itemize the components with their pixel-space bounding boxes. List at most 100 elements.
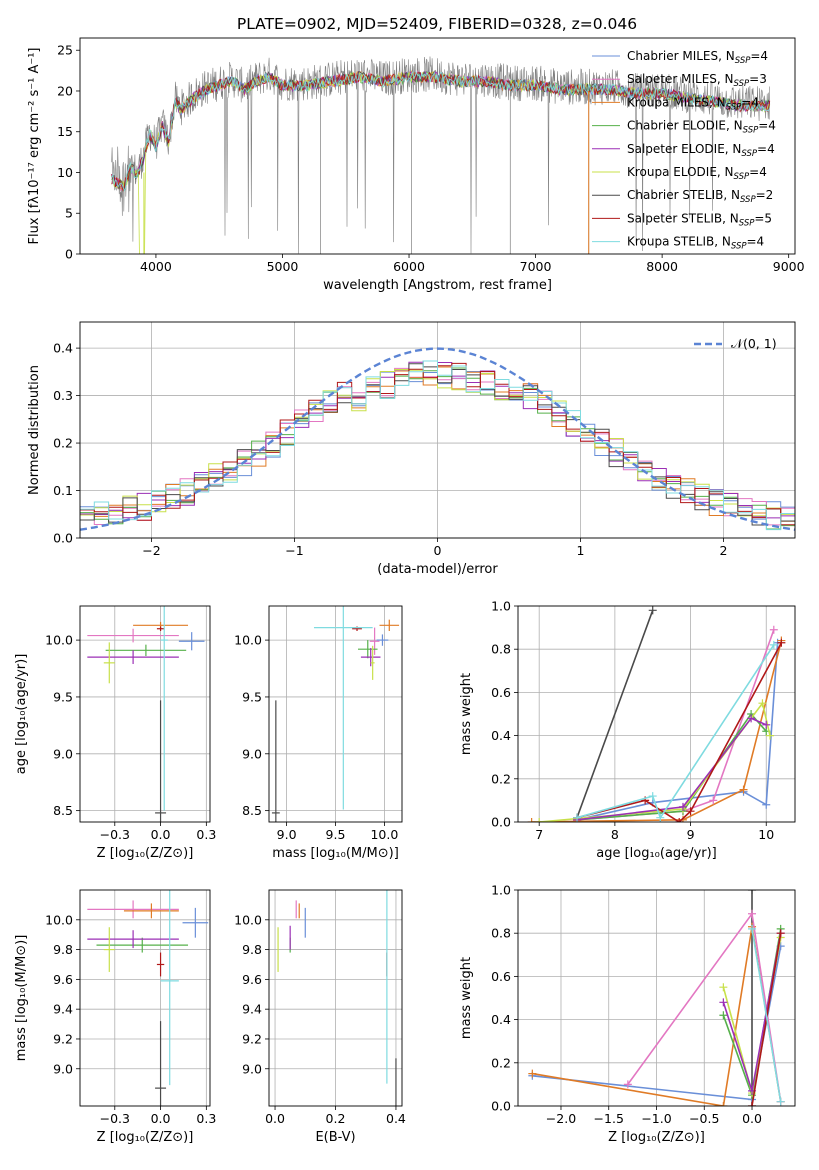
data-point <box>748 924 757 933</box>
axes-frame <box>268 889 403 1107</box>
x-tick-label: 0.0 <box>265 1111 285 1126</box>
x-axis-label: E(B-V) <box>315 1130 355 1145</box>
data-point <box>709 796 718 805</box>
legend-entry: Chabrier ELODIE, NSSP=4 <box>627 119 776 136</box>
y-tick-label: 10.0 <box>234 633 262 648</box>
y-tick-label: 9.0 <box>242 1061 262 1076</box>
x-axis-label: age [log₁₀(age/yr)] <box>596 846 717 861</box>
x-axis-label: (data-model)/error <box>377 562 498 577</box>
x-tick-label: 0.0 <box>151 827 171 842</box>
model-spectrum <box>111 71 771 192</box>
y-tick-label: 0.2 <box>491 771 511 786</box>
y-tick-label: 0.8 <box>491 642 511 657</box>
y-tick-label: 0.2 <box>53 436 73 451</box>
x-tick-label: 0.0 <box>742 1111 762 1126</box>
mass-vs-metallicity-panel: −0.3 0.0 0.3 9.0 9.2 9.4 9.6 9.8 10.0 Z [log₁₀(Z/… <box>14 889 216 1145</box>
data-point <box>719 1102 728 1106</box>
x-tick-label: 0 <box>434 543 442 558</box>
residuals-panel: −2 −1 0 1 2 0.0 0.1 0.2 0.3 0.4 (data-model)/error… <box>27 321 796 577</box>
x-tick-label: −0.3 <box>100 827 130 842</box>
x-tick-label: −2.0 <box>546 1111 576 1126</box>
x-tick-label: 0.2 <box>326 1111 346 1126</box>
y-tick-label: 0.4 <box>491 1012 511 1027</box>
legend-entry: Kroupa ELODIE, NSSP=4 <box>627 165 767 182</box>
data-point <box>748 1102 757 1106</box>
mass-weight-line <box>576 642 783 822</box>
y-tick-label: 10.0 <box>45 912 73 927</box>
residual-histogram <box>80 360 795 531</box>
data-point <box>656 813 665 822</box>
data-point <box>528 1069 537 1078</box>
x-tick-label: −0.3 <box>100 1111 130 1126</box>
mass-weight-vs-age-panel: 7 8 9 10 0.0 0.2 0.4 0.6 0.8 1.0 age [log₁₀(age/yr… <box>459 599 796 861</box>
data-point <box>748 909 757 918</box>
y-tick-label: 9.0 <box>53 1061 73 1076</box>
data-point <box>766 731 775 740</box>
data-point <box>776 1097 785 1106</box>
y-tick-label: 0.4 <box>53 341 73 356</box>
y-tick-label: 9.0 <box>53 746 73 761</box>
y-tick-label: 9.6 <box>53 972 73 987</box>
x-tick-label: −2 <box>142 543 160 558</box>
x-tick-label: 9.0 <box>277 827 297 842</box>
x-tick-label: −1 <box>285 543 303 558</box>
data-point <box>719 998 728 1007</box>
mass-weight-line <box>531 640 783 822</box>
data-point <box>776 929 785 938</box>
data-point <box>686 807 695 816</box>
x-tick-label: 10.0 <box>370 827 398 842</box>
y-tick-label: 0.8 <box>491 926 511 941</box>
axes-frame <box>517 889 796 1107</box>
spectrum-legend: Chabrier MILES, NSSP=4 Salpeter MILES, NS… <box>592 49 776 252</box>
data-point <box>748 890 757 894</box>
x-tick-label: 0.0 <box>151 1111 171 1126</box>
y-tick-label: 0.0 <box>53 531 73 546</box>
legend-entry: Chabrier MILES, NSSP=4 <box>627 49 768 66</box>
x-tick-label: 5000 <box>267 259 299 274</box>
y-axis-label: mass weight <box>459 957 474 1039</box>
spectrum-panel: 4000 5000 6000 7000 8000 9000 0 5 10 15 20 25 wavele… <box>27 37 805 293</box>
data-point <box>719 983 728 992</box>
y-tick-label: 0.1 <box>53 483 73 498</box>
y-tick-label: 9.2 <box>242 1031 262 1046</box>
data-point <box>527 818 536 822</box>
data-point <box>675 818 684 822</box>
y-tick-label: 9.4 <box>53 1002 73 1017</box>
axes-frame <box>79 889 211 1107</box>
data-point <box>762 800 771 809</box>
x-tick-label: 0.3 <box>196 827 216 842</box>
x-tick-label: 7000 <box>520 259 552 274</box>
y-tick-label: 9.5 <box>242 689 262 704</box>
y-tick-label: 0.2 <box>491 1055 511 1070</box>
y-tick-label: 20 <box>57 83 73 98</box>
y-tick-label: 10.0 <box>45 633 73 648</box>
data-point <box>623 1080 632 1089</box>
y-tick-label: 9.8 <box>242 942 262 957</box>
model-spectrum <box>111 71 770 254</box>
data-point <box>648 606 657 615</box>
data-point <box>769 640 778 649</box>
x-tick-label: 2 <box>720 543 728 558</box>
y-axis-label: mass weight <box>459 673 474 755</box>
x-tick-label: 9 <box>687 827 695 842</box>
y-tick-label: 8.5 <box>242 803 262 818</box>
x-axis-label: wavelength [Angstrom, rest frame] <box>323 278 552 293</box>
data-point <box>762 720 771 729</box>
x-tick-label: 10 <box>758 827 774 842</box>
mass-weight-line <box>751 928 782 1102</box>
x-tick-label: 4000 <box>140 259 172 274</box>
y-tick-label: 10 <box>57 165 73 180</box>
y-tick-label: 8.5 <box>53 803 73 818</box>
data-point <box>535 818 544 822</box>
axes-frame <box>517 605 796 823</box>
axes-frame <box>268 605 403 823</box>
x-tick-label: 1 <box>577 543 585 558</box>
axes-frame <box>79 37 796 255</box>
x-axis-label: mass [log₁₀(M/M⊙)] <box>272 846 399 861</box>
legend-entry: Salpeter ELODIE, NSSP=4 <box>627 142 775 159</box>
legend-entry: Salpeter STELIB, NSSP=5 <box>627 211 772 228</box>
data-point <box>739 785 748 794</box>
x-tick-label: 8 <box>611 827 619 842</box>
mass-weight-line <box>576 644 775 820</box>
